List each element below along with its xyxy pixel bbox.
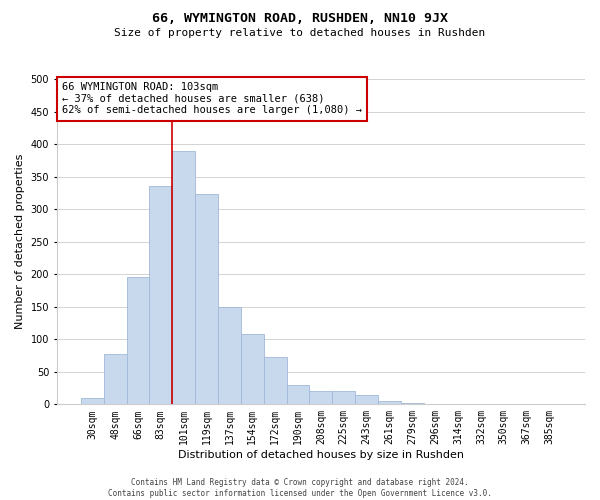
Text: Size of property relative to detached houses in Rushden: Size of property relative to detached ho… xyxy=(115,28,485,38)
Text: 66 WYMINGTON ROAD: 103sqm
← 37% of detached houses are smaller (638)
62% of semi: 66 WYMINGTON ROAD: 103sqm ← 37% of detac… xyxy=(62,82,362,116)
Bar xyxy=(378,401,401,404)
Bar xyxy=(149,186,172,404)
Bar xyxy=(287,385,310,404)
Bar xyxy=(172,150,195,404)
Text: 66, WYMINGTON ROAD, RUSHDEN, NN10 9JX: 66, WYMINGTON ROAD, RUSHDEN, NN10 9JX xyxy=(152,12,448,26)
Bar xyxy=(310,392,332,404)
Bar xyxy=(127,277,149,404)
Bar xyxy=(332,392,355,404)
Bar xyxy=(218,306,241,404)
Bar xyxy=(195,194,218,404)
Bar xyxy=(264,357,287,405)
Bar xyxy=(401,403,424,404)
Bar xyxy=(104,354,127,405)
Y-axis label: Number of detached properties: Number of detached properties xyxy=(15,154,25,330)
Bar xyxy=(81,398,104,404)
Bar xyxy=(241,334,264,404)
X-axis label: Distribution of detached houses by size in Rushden: Distribution of detached houses by size … xyxy=(178,450,464,460)
Bar xyxy=(355,395,378,404)
Text: Contains HM Land Registry data © Crown copyright and database right 2024.
Contai: Contains HM Land Registry data © Crown c… xyxy=(108,478,492,498)
